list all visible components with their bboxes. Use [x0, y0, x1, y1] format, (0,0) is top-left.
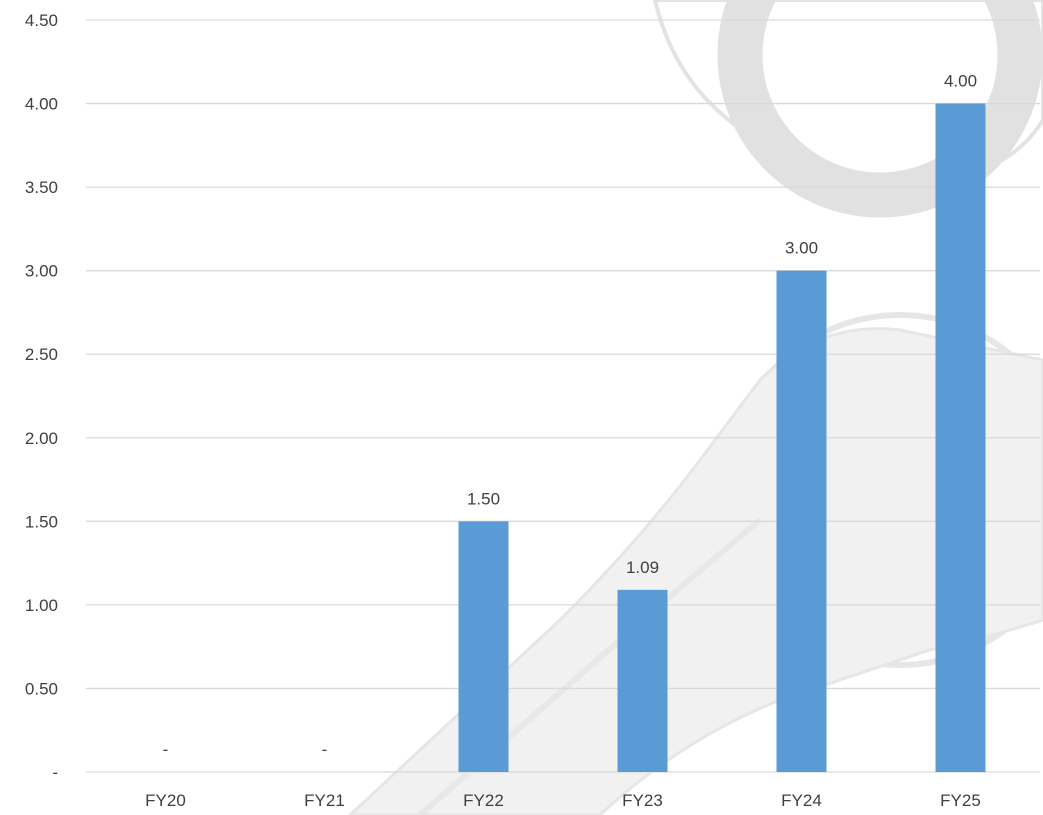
- y-tick-label: 2.50: [25, 345, 58, 364]
- x-tick-label-fy23: FY23: [622, 791, 663, 810]
- y-tick-label: 2.00: [25, 429, 58, 448]
- data-label-fy20: -: [163, 740, 169, 759]
- y-tick-label: 4.50: [25, 11, 58, 30]
- y-tick-label: 0.50: [25, 679, 58, 698]
- data-label-fy22: 1.50: [467, 489, 500, 508]
- x-tick-label-fy20: FY20: [145, 791, 186, 810]
- data-label-fy23: 1.09: [626, 558, 659, 577]
- y-tick-label: 3.50: [25, 178, 58, 197]
- x-axis-ticks: FY20 FY21 FY22 FY23 FY24 FY25: [145, 791, 981, 810]
- wrench-icon: [347, 0, 1043, 815]
- y-tick-label: -: [52, 763, 58, 782]
- y-tick-label: 4.00: [25, 95, 58, 114]
- x-tick-label-fy21: FY21: [304, 791, 345, 810]
- x-tick-label-fy22: FY22: [463, 791, 504, 810]
- y-tick-label: 1.50: [25, 512, 58, 531]
- x-tick-label-fy24: FY24: [781, 791, 822, 810]
- bar-fy23: [617, 589, 668, 772]
- bar-fy25: [935, 103, 986, 773]
- data-label-fy25: 4.00: [944, 72, 977, 91]
- bars: [458, 103, 986, 773]
- bar-fy24: [776, 270, 827, 772]
- y-tick-label: 1.00: [25, 596, 58, 615]
- x-tick-label-fy25: FY25: [940, 791, 981, 810]
- y-tick-label: 3.00: [25, 262, 58, 281]
- y-axis-ticks: - 0.50 1.00 1.50 2.00 2.50 3.00 3.50 4.00 4.50: [25, 11, 58, 782]
- data-label-fy21: -: [322, 740, 328, 759]
- bar-fy22: [458, 521, 509, 772]
- data-labels: - - 1.50 1.09 3.00 4.00: [163, 72, 977, 759]
- data-label-fy24: 3.00: [785, 239, 818, 258]
- gridlines: [86, 19, 1040, 773]
